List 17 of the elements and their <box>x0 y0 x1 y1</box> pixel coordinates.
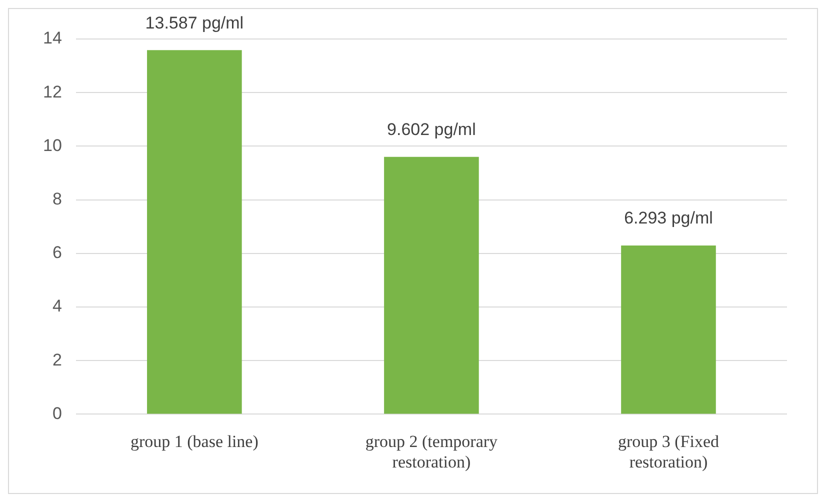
data-label: 13.587 pg/ml <box>145 13 244 32</box>
bar <box>384 156 479 414</box>
bar <box>621 246 716 414</box>
y-tick-label: 14 <box>42 28 62 48</box>
x-tick-label: group 1 (base line) <box>130 432 258 451</box>
y-tick-label: 6 <box>52 243 62 262</box>
x-tick-label: group 3 (Fixed restoration) <box>618 432 720 472</box>
y-tick-label: 12 <box>42 82 62 102</box>
y-tick-label: 10 <box>42 136 62 155</box>
y-tick-label: 8 <box>52 189 62 208</box>
y-tick-label: 4 <box>52 296 62 316</box>
data-label: 9.602 pg/ml <box>387 120 476 140</box>
x-tick-label: group 2 (temporary restoration) <box>365 432 498 472</box>
bar <box>147 50 242 414</box>
y-tick-label: 0 <box>52 404 62 423</box>
y-tick-label: 2 <box>52 350 62 370</box>
data-label: 6.293 pg/ml <box>624 208 713 228</box>
